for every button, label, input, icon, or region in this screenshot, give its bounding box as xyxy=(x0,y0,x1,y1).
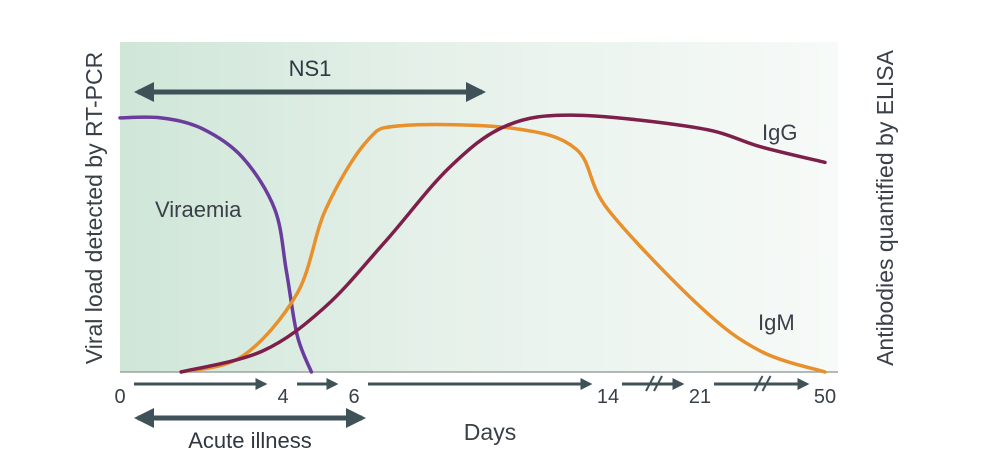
axis-break-0 xyxy=(645,375,663,392)
span-label-acute-illness: Acute illness xyxy=(188,428,312,453)
series-label-viraemia: Viraemia xyxy=(155,197,242,222)
x-axis-title: Days xyxy=(464,419,516,445)
x-tick-4: 4 xyxy=(277,386,288,408)
x-tick-6: 6 xyxy=(348,386,359,408)
series-label-igm: IgM xyxy=(758,310,795,335)
axis-break-1 xyxy=(753,375,772,392)
x-tick-14: 14 xyxy=(597,386,619,408)
series-line-igm xyxy=(179,122,827,374)
x-tick-50: 50 xyxy=(814,386,836,408)
x-tick-0: 0 xyxy=(114,386,125,408)
x-tick-21: 21 xyxy=(689,386,711,408)
span-label-ns1: NS1 xyxy=(289,56,332,81)
left-axis-title: Viral load detected by RT-PCR xyxy=(81,52,107,364)
series-label-igg: IgG xyxy=(762,120,797,145)
right-axis-title: Antibodies quantified by ELISA xyxy=(872,49,898,365)
series-line-igg xyxy=(179,113,827,374)
